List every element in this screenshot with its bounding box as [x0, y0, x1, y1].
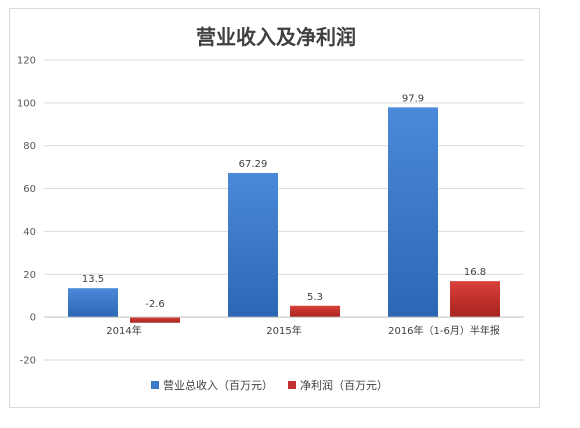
y-tick-label: 120: [17, 56, 36, 67]
legend: 营业总收入（百万元） 净利润（百万元）: [151, 378, 388, 392]
legend-label-net-profit: 净利润（百万元）: [300, 378, 388, 392]
data-labels: 13.5 -2.6 67.29 5.3 97.9 16.8: [82, 93, 486, 310]
y-axis-tick-labels: 120 100 80 60 40 20 0 -20: [17, 56, 36, 367]
y-tick-label: 40: [23, 227, 36, 238]
bar-net-profit: [290, 305, 340, 318]
y-tick-label: -20: [20, 356, 36, 367]
bar-revenue: [228, 172, 278, 318]
legend-label-revenue: 营业总收入（百万元）: [163, 378, 273, 392]
bar-net-profit: [130, 317, 180, 323]
legend-swatch-net-profit: [288, 381, 296, 389]
x-category-label: 2014年: [106, 324, 141, 337]
x-axis-category-labels: 2014年 2015年 2016年（1-6月）半年报: [106, 324, 500, 337]
bar-revenue: [388, 107, 438, 318]
data-label-net-profit: -2.6: [145, 299, 165, 310]
data-label-revenue: 97.9: [402, 93, 424, 104]
x-category-label: 2015年: [266, 324, 301, 337]
legend-swatch-revenue: [151, 381, 159, 389]
data-label-revenue: 13.5: [82, 274, 104, 285]
y-tick-label: 20: [23, 270, 36, 281]
data-label-net-profit: 5.3: [307, 292, 323, 303]
bar-revenue: [68, 288, 118, 318]
x-category-label: 2016年（1-6月）半年报: [388, 324, 500, 337]
bar-net-profit: [450, 281, 500, 318]
data-label-net-profit: 16.8: [464, 267, 486, 278]
bars: [68, 107, 500, 323]
y-tick-label: 0: [30, 313, 36, 324]
data-label-revenue: 67.29: [239, 159, 268, 170]
y-tick-label: 60: [23, 184, 36, 195]
y-tick-label: 80: [23, 141, 36, 152]
gridlines: [44, 59, 524, 361]
y-tick-label: 100: [17, 98, 36, 109]
chart-title: 营业收入及净利润: [196, 25, 356, 49]
